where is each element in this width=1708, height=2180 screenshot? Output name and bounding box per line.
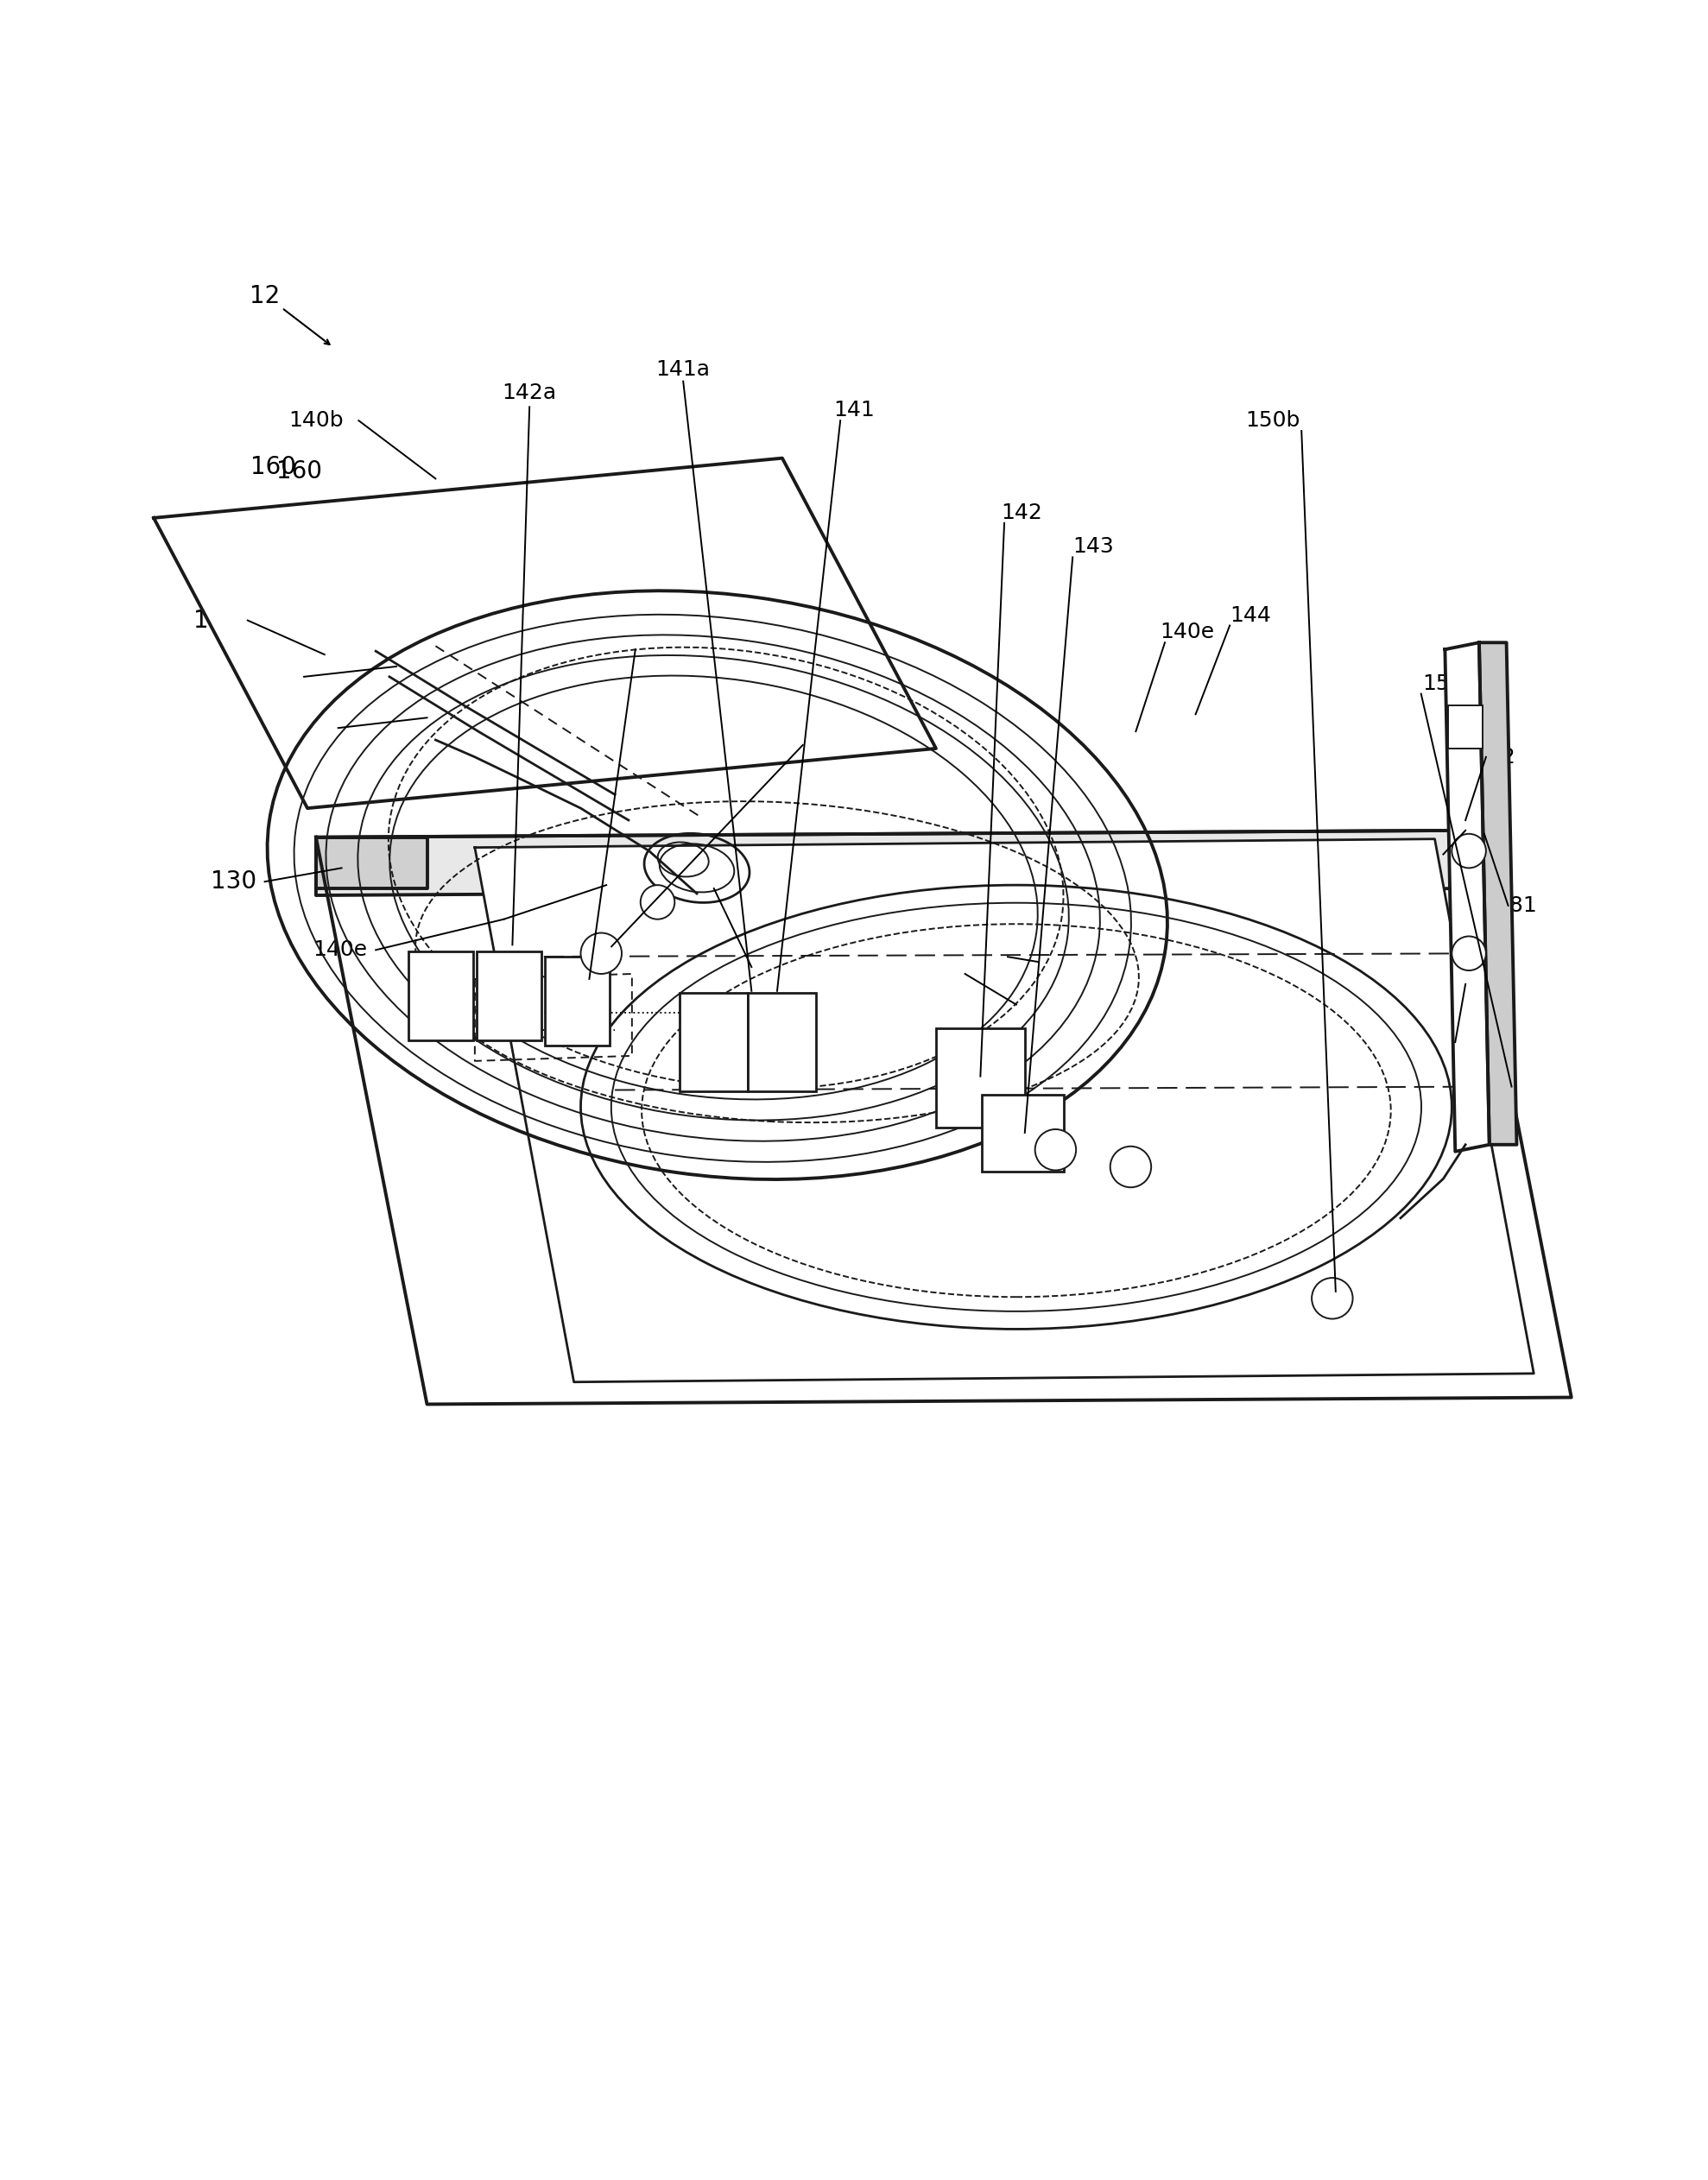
Text: 182: 182 <box>1474 746 1515 767</box>
Text: 131: 131 <box>1037 996 1081 1020</box>
Text: 140a: 140a <box>1040 957 1095 977</box>
Text: 160: 160 <box>251 456 295 480</box>
Polygon shape <box>316 831 1460 896</box>
Polygon shape <box>475 839 1534 1382</box>
Circle shape <box>1035 1129 1076 1171</box>
Text: 142: 142 <box>1001 501 1042 523</box>
Bar <box>408 953 473 1040</box>
Circle shape <box>581 933 622 974</box>
Text: 130: 130 <box>210 870 256 894</box>
Text: 140e: 140e <box>1160 621 1214 643</box>
Bar <box>545 957 610 1046</box>
Text: 143: 143 <box>1073 536 1114 558</box>
Text: 183: 183 <box>1462 815 1503 835</box>
Text: 12: 12 <box>249 283 280 307</box>
Circle shape <box>1110 1147 1151 1188</box>
Bar <box>982 1094 1064 1173</box>
Circle shape <box>1452 935 1486 970</box>
Polygon shape <box>1445 643 1489 1151</box>
Polygon shape <box>1479 643 1517 1144</box>
Text: 180: 180 <box>1426 1046 1471 1070</box>
Text: 130a: 130a <box>750 964 804 983</box>
Text: 144: 144 <box>1230 604 1271 626</box>
Circle shape <box>640 885 675 920</box>
Circle shape <box>1312 1277 1353 1319</box>
Bar <box>1448 706 1483 748</box>
Polygon shape <box>154 458 936 809</box>
Bar <box>936 1029 1025 1127</box>
Polygon shape <box>316 831 1571 1404</box>
Circle shape <box>1452 833 1486 868</box>
Text: 181: 181 <box>1496 896 1537 916</box>
Text: 142a: 142a <box>502 384 557 403</box>
Bar <box>748 992 816 1092</box>
Bar <box>477 953 541 1040</box>
Text: 150b: 150b <box>1245 410 1300 432</box>
Text: 141: 141 <box>834 399 874 421</box>
Text: 140b: 140b <box>289 410 343 432</box>
Text: 150: 150 <box>1423 674 1464 693</box>
Text: 130c: 130c <box>246 667 299 687</box>
Text: 130b: 130b <box>278 717 333 739</box>
Text: 140: 140 <box>193 608 239 632</box>
Polygon shape <box>316 837 427 889</box>
Text: 140h: 140h <box>591 628 646 647</box>
Text: 140e: 140e <box>313 940 367 961</box>
Text: 160: 160 <box>277 460 321 484</box>
Text: 141a: 141a <box>656 360 711 379</box>
Bar <box>680 992 748 1092</box>
Text: 150b: 150b <box>806 724 861 746</box>
